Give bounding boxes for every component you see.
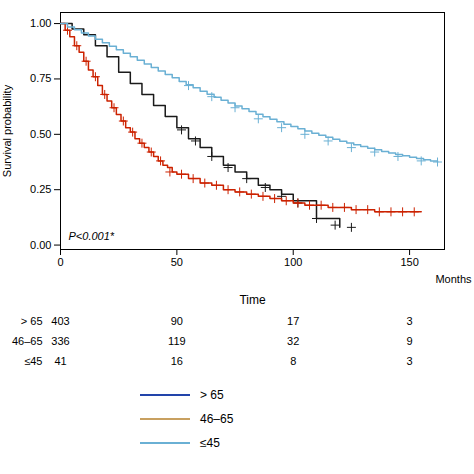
svg-text:16: 16: [171, 355, 183, 367]
svg-text:32: 32: [287, 335, 299, 347]
svg-text:9: 9: [407, 335, 413, 347]
svg-text:0.25: 0.25: [30, 183, 51, 195]
svg-text:8: 8: [290, 355, 296, 367]
svg-text:1.00: 1.00: [30, 17, 51, 29]
svg-text:0.75: 0.75: [30, 72, 51, 84]
svg-text:119: 119: [168, 335, 186, 347]
svg-text:46–65: 46–65: [12, 335, 43, 347]
html-text:46–65: 46–65: [200, 412, 234, 426]
svg-text:0.50: 0.50: [30, 128, 51, 140]
svg-text:Survival probability: Survival probability: [1, 84, 13, 177]
svg-text:P<0.001*: P<0.001*: [69, 230, 115, 242]
svg-text:90: 90: [171, 315, 183, 327]
svg-text:Time: Time: [239, 293, 266, 307]
svg-text:50: 50: [171, 256, 183, 268]
svg-text:17: 17: [287, 315, 299, 327]
svg-text:403: 403: [51, 315, 69, 327]
svg-text:0.00: 0.00: [30, 239, 51, 251]
svg-text:100: 100: [284, 256, 302, 268]
svg-text:3: 3: [407, 355, 413, 367]
svg-text:336: 336: [51, 335, 69, 347]
svg-text:0: 0: [57, 256, 63, 268]
html-text:≤45: ≤45: [200, 436, 220, 450]
svg-text:> 65: > 65: [21, 315, 43, 327]
svg-text:≤45: ≤45: [24, 355, 42, 367]
svg-text:Months: Months: [435, 273, 472, 285]
html-text:> 65: > 65: [200, 388, 224, 402]
svg-text:150: 150: [400, 256, 418, 268]
svg-text:3: 3: [407, 315, 413, 327]
svg-text:41: 41: [54, 355, 66, 367]
